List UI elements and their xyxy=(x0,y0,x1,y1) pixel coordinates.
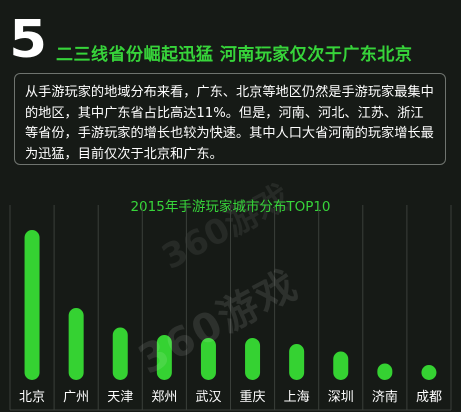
category-label-5: 重庆 xyxy=(240,389,266,405)
bar-5 xyxy=(245,338,261,380)
bar-3 xyxy=(156,335,172,380)
category-label-6: 上海 xyxy=(284,390,310,405)
intro-box: 从手游玩家的地域分布来看，广东、北京等地区仍然是手游玩家最集中的地区，其中广东省… xyxy=(14,73,446,165)
category-label-4: 武汉 xyxy=(195,390,221,405)
section-header: 5 二三线省份崛起迅猛 河南玩家仅次于广东北京 xyxy=(9,14,455,66)
bar-4 xyxy=(200,338,216,380)
bar-6 xyxy=(289,344,305,380)
category-label-7: 深圳 xyxy=(328,390,354,405)
category-label-1: 广州 xyxy=(63,390,89,405)
section-title: 二三线省份崛起迅猛 河南玩家仅次于广东北京 xyxy=(56,45,413,65)
category-label-3: 郑州 xyxy=(151,390,177,405)
bar-chart: 北京 广州 天津 郑州 武汉 重庆 上海 深圳 济南 成都 xyxy=(9,205,452,411)
bar-2 xyxy=(112,327,128,380)
section-number: 5 xyxy=(9,10,48,70)
category-label-9: 成都 xyxy=(416,390,442,405)
category-label-0: 北京 xyxy=(19,390,45,405)
intro-text: 从手游玩家的地域分布来看，广东、北京等地区仍然是手游玩家最集中的地区，其中广东省… xyxy=(25,85,434,162)
bar-1 xyxy=(68,308,84,380)
category-label-8: 济南 xyxy=(372,389,398,405)
bar-8 xyxy=(377,363,393,380)
category-label-2: 天津 xyxy=(107,390,133,405)
bar-7 xyxy=(333,351,349,380)
bar-0 xyxy=(24,230,40,380)
bar-9 xyxy=(421,365,437,380)
